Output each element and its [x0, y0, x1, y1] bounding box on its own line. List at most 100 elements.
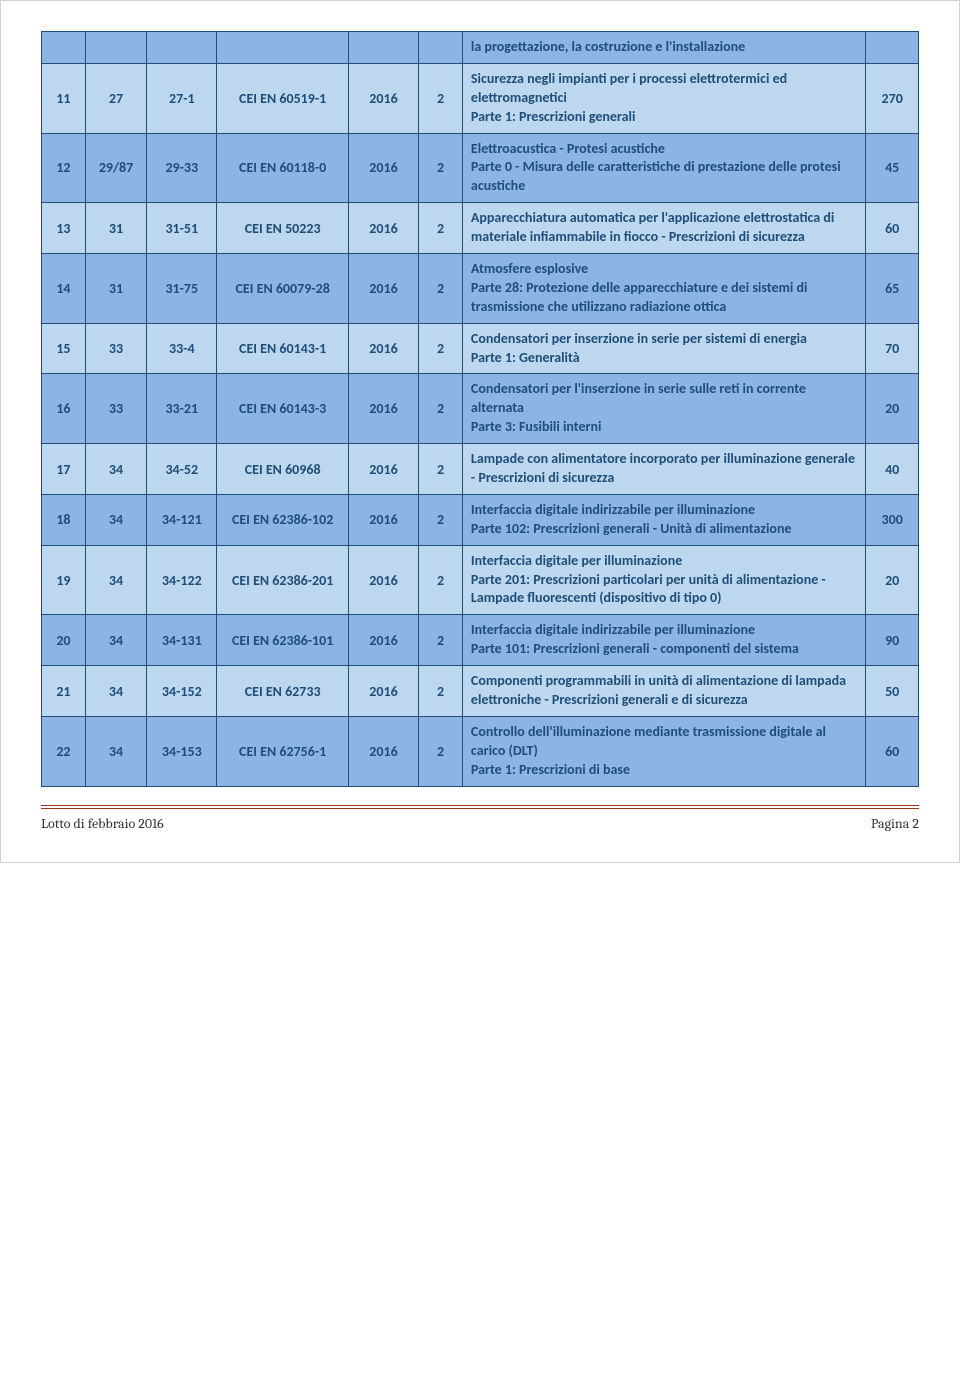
cell-c1: 22: [42, 716, 86, 786]
cell-c4: CEI EN 62756-1: [217, 716, 349, 786]
cell-description: Atmosfere esplosiveParte 28: Protezione …: [462, 254, 865, 324]
cell-c5: 2016: [348, 254, 418, 324]
cell-c6: 2: [419, 203, 463, 254]
cell-c3: 31-51: [147, 203, 217, 254]
standards-table: la progettazione, la costruzione e l'ins…: [41, 31, 919, 787]
cell-description: Interfaccia digitale indirizzabile per i…: [462, 494, 865, 545]
cell-description: Elettroacustica - Protesi acusticheParte…: [462, 133, 865, 203]
cell-c8: 40: [866, 444, 919, 495]
cell-c8: 65: [866, 254, 919, 324]
cell-c1: 14: [42, 254, 86, 324]
header-empty-3: [147, 32, 217, 64]
cell-c6: 2: [419, 494, 463, 545]
cell-c5: 2016: [348, 494, 418, 545]
cell-c4: CEI EN 50223: [217, 203, 349, 254]
cell-c3: 34-153: [147, 716, 217, 786]
cell-c2: 33: [85, 374, 146, 444]
header-desc: la progettazione, la costruzione e l'ins…: [462, 32, 865, 64]
table-row: 213434-152CEI EN 6273320162Componenti pr…: [42, 666, 919, 717]
cell-c4: CEI EN 60079-28: [217, 254, 349, 324]
cell-c8: 300: [866, 494, 919, 545]
table-row: 153333-4CEI EN 60143-120162Condensatori …: [42, 323, 919, 374]
cell-c1: 16: [42, 374, 86, 444]
cell-c3: 34-52: [147, 444, 217, 495]
cell-c2: 34: [85, 444, 146, 495]
cell-c4: CEI EN 60118-0: [217, 133, 349, 203]
cell-c2: 34: [85, 666, 146, 717]
cell-description: Condensatori per inserzione in serie per…: [462, 323, 865, 374]
cell-c6: 2: [419, 545, 463, 615]
cell-c3: 31-75: [147, 254, 217, 324]
cell-c4: CEI EN 62386-101: [217, 615, 349, 666]
cell-c6: 2: [419, 254, 463, 324]
footer-left: Lotto di febbraio 2016: [41, 815, 164, 832]
cell-c5: 2016: [348, 63, 418, 133]
cell-c5: 2016: [348, 323, 418, 374]
cell-c1: 12: [42, 133, 86, 203]
cell-description: Componenti programmabili in unità di ali…: [462, 666, 865, 717]
cell-c3: 34-152: [147, 666, 217, 717]
cell-c4: CEI EN 62733: [217, 666, 349, 717]
cell-c5: 2016: [348, 716, 418, 786]
cell-c6: 2: [419, 133, 463, 203]
cell-c6: 2: [419, 63, 463, 133]
table-row: 1229/8729-33CEI EN 60118-020162Elettroac…: [42, 133, 919, 203]
cell-c4: CEI EN 60968: [217, 444, 349, 495]
footer-right: Pagina 2: [871, 815, 919, 832]
page-footer: Lotto di febbraio 2016 Pagina 2: [41, 805, 919, 832]
cell-description: Interfaccia digitale indirizzabile per i…: [462, 615, 865, 666]
table-row: 133131-51CEI EN 5022320162Apparecchiatur…: [42, 203, 919, 254]
cell-c5: 2016: [348, 203, 418, 254]
cell-c8: 20: [866, 545, 919, 615]
cell-description: Apparecchiatura automatica per l'applica…: [462, 203, 865, 254]
cell-c3: 33-21: [147, 374, 217, 444]
cell-c1: 19: [42, 545, 86, 615]
cell-c5: 2016: [348, 444, 418, 495]
cell-c3: 27-1: [147, 63, 217, 133]
cell-c3: 29-33: [147, 133, 217, 203]
cell-c4: CEI EN 60143-3: [217, 374, 349, 444]
cell-c2: 27: [85, 63, 146, 133]
table-row: 112727-1CEI EN 60519-120162Sicurezza neg…: [42, 63, 919, 133]
cell-c8: 60: [866, 203, 919, 254]
cell-c5: 2016: [348, 545, 418, 615]
cell-c2: 31: [85, 203, 146, 254]
cell-c5: 2016: [348, 133, 418, 203]
cell-c8: 70: [866, 323, 919, 374]
header-empty-2: [85, 32, 146, 64]
cell-description: Controllo dell'illuminazione mediante tr…: [462, 716, 865, 786]
cell-c1: 17: [42, 444, 86, 495]
table-row: 143131-75CEI EN 60079-2820162Atmosfere e…: [42, 254, 919, 324]
header-empty-5: [348, 32, 418, 64]
cell-description: Lampade con alimentatore incorporato per…: [462, 444, 865, 495]
cell-c4: CEI EN 60143-1: [217, 323, 349, 374]
table-row: 183434-121CEI EN 62386-10220162Interfacc…: [42, 494, 919, 545]
cell-c8: 90: [866, 615, 919, 666]
cell-c1: 15: [42, 323, 86, 374]
cell-c6: 2: [419, 716, 463, 786]
cell-c3: 34-122: [147, 545, 217, 615]
cell-c2: 34: [85, 716, 146, 786]
cell-c1: 18: [42, 494, 86, 545]
cell-c6: 2: [419, 666, 463, 717]
cell-c8: 50: [866, 666, 919, 717]
cell-description: Interfaccia digitale per illuminazionePa…: [462, 545, 865, 615]
cell-c4: CEI EN 60519-1: [217, 63, 349, 133]
cell-c2: 34: [85, 545, 146, 615]
cell-c3: 33-4: [147, 323, 217, 374]
cell-c1: 13: [42, 203, 86, 254]
cell-c1: 20: [42, 615, 86, 666]
cell-c4: CEI EN 62386-201: [217, 545, 349, 615]
cell-c3: 34-131: [147, 615, 217, 666]
cell-c2: 29/87: [85, 133, 146, 203]
header-empty-4: [217, 32, 349, 64]
cell-c1: 21: [42, 666, 86, 717]
cell-c2: 34: [85, 494, 146, 545]
header-empty-8: [866, 32, 919, 64]
cell-c8: 45: [866, 133, 919, 203]
cell-c5: 2016: [348, 374, 418, 444]
table-row: 203434-131CEI EN 62386-10120162Interfacc…: [42, 615, 919, 666]
header-empty-1: [42, 32, 86, 64]
table-row: 163333-21CEI EN 60143-320162Condensatori…: [42, 374, 919, 444]
cell-c3: 34-121: [147, 494, 217, 545]
